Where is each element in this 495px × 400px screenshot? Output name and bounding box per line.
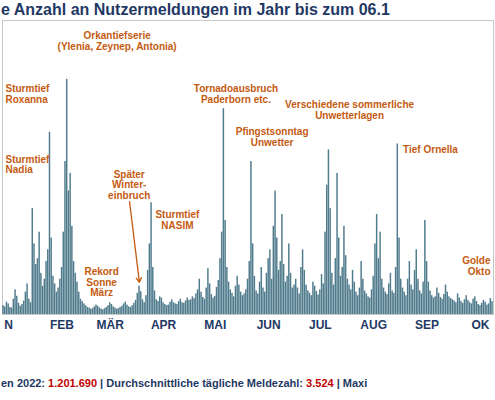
html-text:en 2022: 1.201.690 | Durchschn: en 2022: 1.201.690 | Durchschnittliche t… bbox=[1, 377, 368, 389]
svg-text:JUN: JUN bbox=[257, 318, 281, 332]
svg-text:Verschiedene sommerlicheUnwett: Verschiedene sommerlicheUnwetterlagen bbox=[285, 99, 414, 121]
svg-text:SEP: SEP bbox=[415, 318, 439, 332]
svg-text:PfingstsonntagUnwetter: PfingstsonntagUnwetter bbox=[236, 126, 309, 148]
svg-text:FEB: FEB bbox=[50, 318, 74, 332]
svg-text:AUG: AUG bbox=[360, 318, 387, 332]
svg-text:GoldeOkto: GoldeOkto bbox=[462, 255, 491, 276]
svg-text:Orkantiefserie(Ylenia, Zeynep,: Orkantiefserie(Ylenia, Zeynep, Antonia) bbox=[58, 30, 177, 52]
svg-text:MÄR: MÄR bbox=[97, 317, 125, 332]
svg-text:SturmtiefRoxanna: SturmtiefRoxanna bbox=[5, 83, 50, 105]
svg-text:APR: APR bbox=[151, 318, 177, 332]
svg-text:N: N bbox=[4, 318, 13, 332]
svg-text:Tief Ornella: Tief Ornella bbox=[403, 144, 458, 155]
svg-text:SturmtiefNadia: SturmtiefNadia bbox=[5, 154, 50, 176]
svg-text:TornadoausbruchPaderborn etc.: TornadoausbruchPaderborn etc. bbox=[194, 83, 278, 105]
svg-text:MAI: MAI bbox=[204, 318, 226, 332]
svg-text:SturmtiefNASIM: SturmtiefNASIM bbox=[155, 209, 200, 231]
svg-text:SpäterWinter-einbruch: SpäterWinter-einbruch bbox=[108, 169, 150, 201]
svg-text:OK: OK bbox=[471, 318, 489, 332]
svg-text:JUL: JUL bbox=[309, 318, 332, 332]
svg-text:RekordSonneMärz: RekordSonneMärz bbox=[84, 266, 118, 298]
html-text:e Anzahl an Nutzermeldungen im: e Anzahl an Nutzermeldungen im Jahr bis … bbox=[1, 1, 390, 18]
